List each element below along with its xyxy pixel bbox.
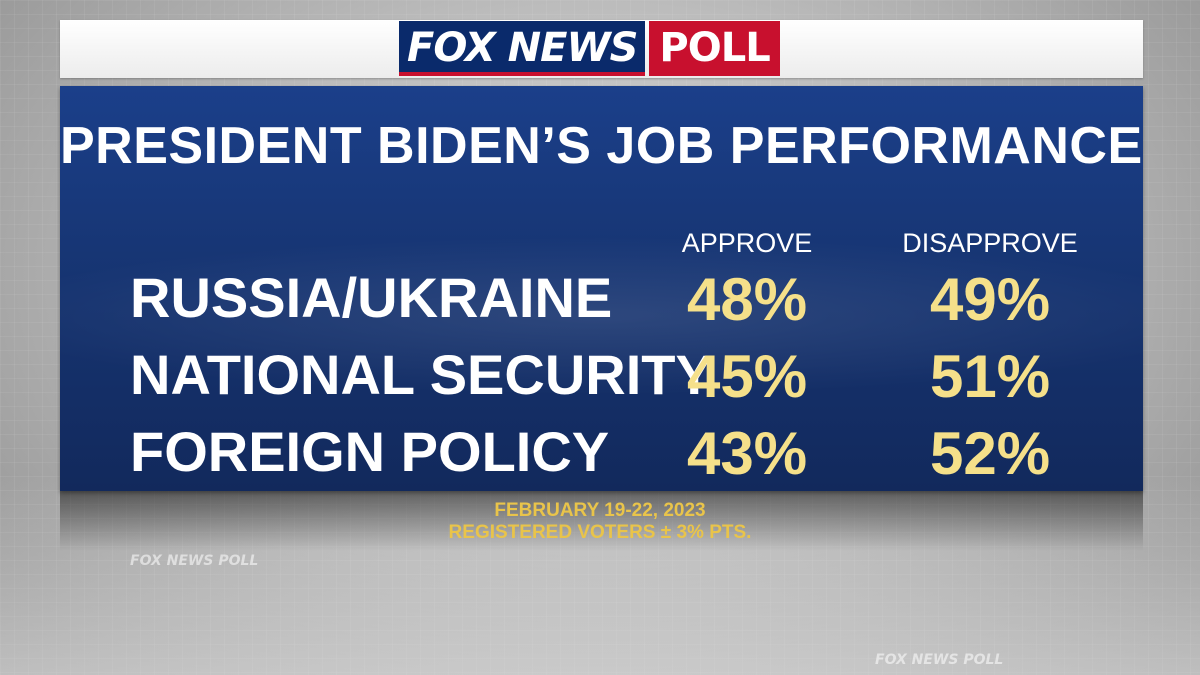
panel-sheen (60, 236, 1143, 396)
row-label-foreign-policy: FOREIGN POLICY (130, 420, 610, 483)
column-header-approve: APPROVE (681, 228, 813, 258)
footer-sample: REGISTERED VOTERS ± 3% PTS. (448, 522, 752, 543)
footer-shadow (60, 491, 1143, 551)
value-approve-russia-ukraine: 48% (686, 266, 808, 333)
poll-panel: PRESIDENT BIDEN’S JOB PERFORMANCE ON… AP… (60, 86, 1143, 491)
footer-notes: FEBRUARY 19-22, 2023 REGISTERED VOTERS ±… (0, 500, 1200, 544)
watermark-right: FOX NEWS POLL (875, 652, 1004, 668)
logo-poll: POLL (649, 21, 780, 76)
row-label-russia-ukraine: RUSSIA/UKRAINE (130, 266, 613, 329)
column-header-disapprove: DISAPPROVE (902, 228, 1078, 258)
value-disapprove-russia-ukraine: 49% (929, 266, 1051, 333)
fox-news-poll-logo: FOX NEWS POLL (399, 21, 780, 76)
value-disapprove-national-security: 51% (929, 343, 1051, 410)
watermark-left: FOX NEWS POLL (130, 553, 259, 569)
value-approve-foreign-policy: 43% (686, 420, 808, 487)
logo-fox-news: FOX NEWS (399, 21, 646, 76)
value-approve-national-security: 45% (686, 343, 808, 410)
row-label-national-security: NATIONAL SECURITY (130, 343, 713, 406)
chart-title: PRESIDENT BIDEN’S JOB PERFORMANCE ON… (60, 117, 1143, 175)
value-disapprove-foreign-policy: 52% (929, 420, 1051, 487)
footer-date: FEBRUARY 19-22, 2023 (494, 500, 706, 521)
